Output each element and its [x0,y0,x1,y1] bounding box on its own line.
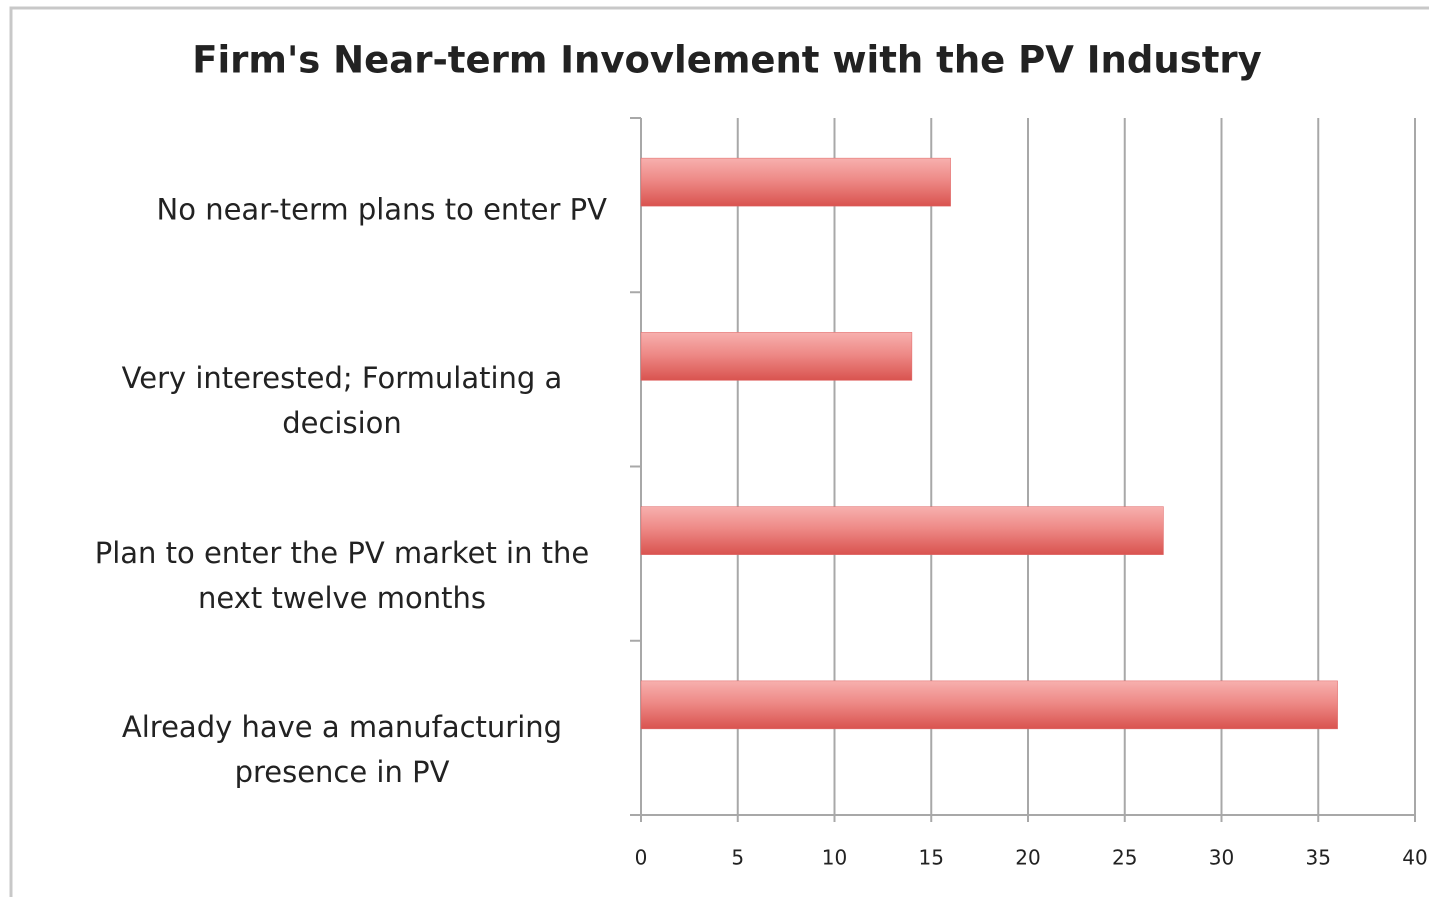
x-tick-label: 15 [919,846,944,870]
x-tick-label: 5 [731,846,744,870]
x-tick-label: 40 [1402,846,1427,870]
bar [640,332,913,381]
y-tick-label: No near-term plans to enter PV [156,192,607,227]
x-tick-label: 30 [1209,846,1234,870]
chart-title: Firm's Near-term Invovlement with the PV… [192,39,1262,82]
y-tick-label: Already have a manufacturing presence in… [121,709,563,789]
bar [640,506,1164,555]
x-tick-label: 10 [822,846,847,870]
bar [640,157,951,207]
x-tick-label: 25 [1112,846,1137,870]
x-tick-label: 0 [635,846,648,870]
x-tick-label: 20 [1015,846,1040,870]
y-tick-label: Very interested; Formulating a decision [121,361,563,441]
x-tick-label: 35 [1306,846,1331,870]
frame [9,6,1429,897]
y-tick-label: Plan to enter the PV market in the next … [94,535,590,615]
bar [640,680,1338,730]
